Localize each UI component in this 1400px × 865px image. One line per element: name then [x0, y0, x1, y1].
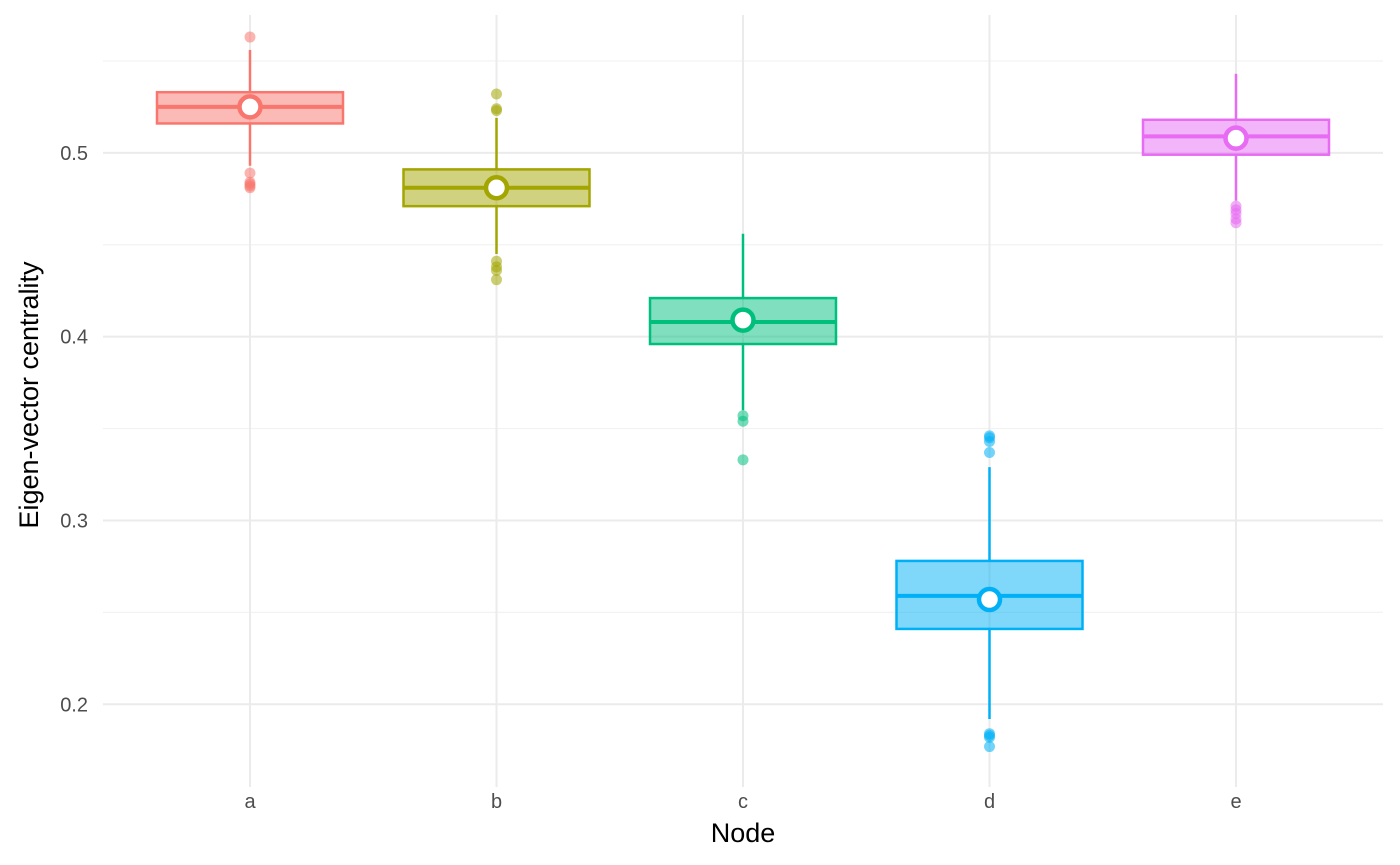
box-a: [155, 31, 345, 194]
mean-point: [730, 307, 756, 333]
outlier-point: [244, 31, 256, 43]
box-c: [648, 233, 838, 466]
outlier-point: [984, 446, 995, 458]
box-b: [402, 88, 591, 286]
mean-point: [483, 175, 510, 201]
outlier-point: [737, 454, 749, 466]
y-tick-label: 0.4: [60, 327, 88, 349]
y-tick-label: 0.3: [60, 510, 88, 532]
outlier-point: [491, 105, 502, 117]
outlier-point: [244, 182, 256, 194]
y-tick-label: 0.2: [60, 694, 88, 716]
y-axis-title: Eigen-vector centrality: [14, 261, 44, 529]
outlier-point: [1230, 217, 1242, 229]
grid-lines: [103, 15, 1383, 787]
chart-marks: [155, 31, 1331, 753]
y-tick-label: 0.5: [60, 143, 88, 165]
outlier-point: [491, 88, 502, 100]
x-tick-label: b: [491, 791, 502, 813]
outlier-point: [491, 274, 502, 286]
x-axis-title: Node: [711, 818, 776, 848]
outlier-point: [491, 264, 502, 276]
outlier-point: [984, 741, 995, 753]
outlier-point: [244, 167, 256, 179]
outlier-point: [984, 435, 995, 447]
box-e: [1141, 73, 1331, 229]
outlier-point: [737, 415, 749, 427]
axis-labels: 0.2 0.3 0.4 0.5 a b c d e: [60, 143, 1241, 813]
box-d: [895, 430, 1084, 753]
x-tick-label: c: [738, 791, 748, 813]
mean-point: [976, 586, 1003, 613]
x-tick-label: d: [984, 791, 995, 813]
mean-point: [1223, 125, 1249, 151]
outlier-point: [984, 731, 995, 743]
x-tick-label: a: [244, 791, 256, 813]
x-tick-label: e: [1230, 791, 1241, 813]
mean-point: [237, 94, 263, 120]
